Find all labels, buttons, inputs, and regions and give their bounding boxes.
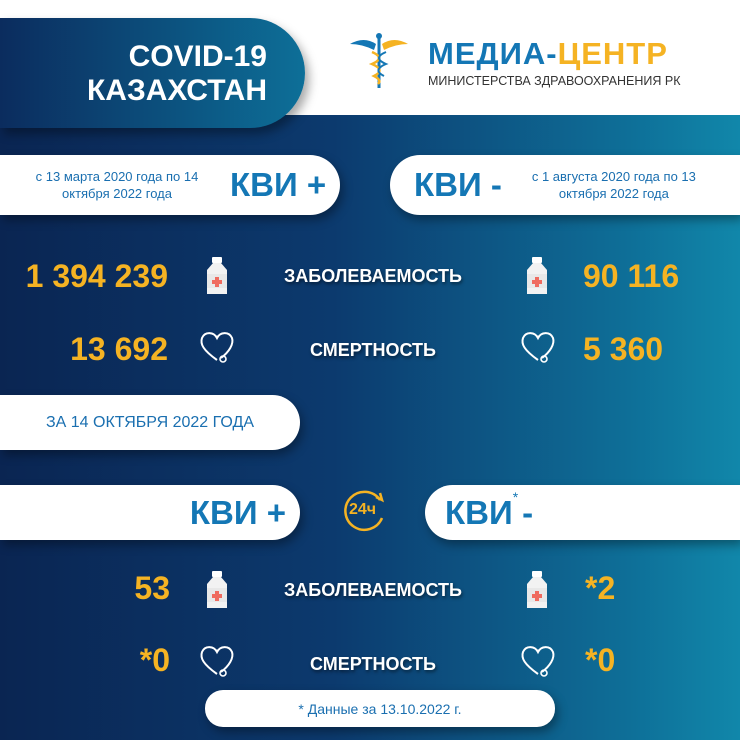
bottle-icon	[205, 256, 229, 301]
minus-sign: -	[522, 493, 534, 531]
cumulative-positive-deaths: 13 692	[70, 331, 168, 367]
period-text: с 13 марта 2020 года по 14 октября 2022 …	[35, 169, 199, 201]
deaths-label: СМЕРТНОСТЬ	[309, 340, 436, 360]
clock-24-icon: 24ч	[340, 488, 388, 534]
logo-title: МЕДИА-ЦЕНТР	[428, 36, 668, 71]
date-pill: ЗА 14 ОКТЯБРЯ 2022 ГОДА	[0, 395, 300, 450]
daily-negative-pill: КВИ * -	[425, 485, 740, 540]
daily-positive-cases: 53	[134, 570, 170, 606]
cumulative-negative-deaths: 5 360	[583, 331, 664, 367]
logo-subtitle: МИНИСТЕРСТВА ЗДРАВООХРАНЕНИЯ РК	[428, 74, 681, 88]
cumulative-positive-pill: с 13 марта 2020 года по 14 октября 2022 …	[0, 155, 340, 215]
daily-positive-pill: КВИ +	[0, 485, 300, 540]
kvi-negative-label: КВИ -	[414, 166, 502, 203]
cases-label: ЗАБОЛЕВАЕМОСТЬ	[284, 266, 462, 286]
kvi-positive-label: КВИ +	[189, 493, 286, 531]
footnote-text: * Данные за 13.10.2022 г.	[298, 700, 462, 717]
heart-stethoscope-icon	[520, 330, 556, 369]
bottle-icon	[525, 256, 549, 301]
kvi-negative-label: КВИ	[445, 493, 513, 531]
period-text: с 1 августа 2020 года по 13 октября 2022…	[531, 169, 696, 201]
deaths-label: СМЕРТНОСТЬ	[309, 654, 436, 674]
title-pill: COVID-19 КАЗАХСТАН	[0, 18, 305, 128]
bottle-icon	[525, 570, 549, 615]
daily-positive-deaths: *0	[139, 642, 170, 678]
bottle-icon	[205, 570, 229, 615]
date-label: ЗА 14 ОКТЯБРЯ 2022 ГОДА	[46, 413, 254, 431]
daily-negative-deaths: *0	[585, 642, 616, 678]
kvi-positive-label: КВИ +	[230, 166, 327, 203]
cases-label: ЗАБОЛЕВАЕМОСТЬ	[284, 580, 462, 600]
heart-stethoscope-icon	[199, 644, 235, 683]
heart-stethoscope-icon	[520, 644, 556, 683]
daily-negative-cases: *2	[585, 570, 616, 606]
heart-stethoscope-icon	[199, 330, 235, 369]
footnote-pill: * Данные за 13.10.2022 г.	[205, 690, 555, 727]
asterisk: *	[512, 489, 519, 505]
title-line2: КАЗАХСТАН	[87, 74, 267, 107]
cumulative-negative-cases: 90 116	[583, 258, 680, 294]
cumulative-negative-pill: КВИ - с 1 августа 2020 года по 13 октябр…	[390, 155, 740, 215]
cumulative-positive-cases: 1 394 239	[25, 258, 168, 294]
caduceus-icon	[350, 33, 408, 88]
title-line1: COVID-19	[128, 40, 267, 73]
